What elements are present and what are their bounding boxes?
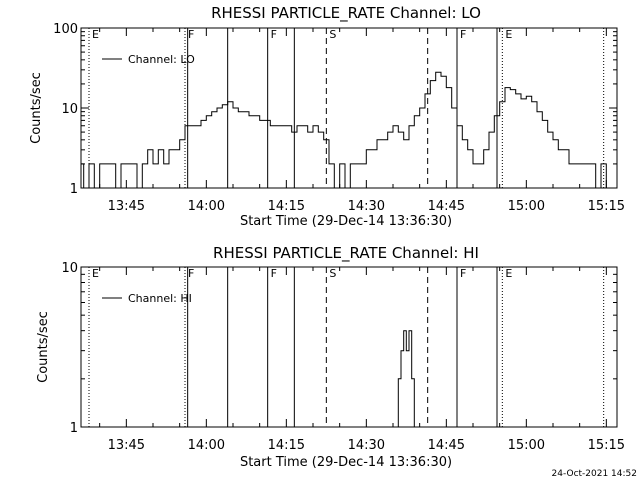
y-tick-label-lo: 10 xyxy=(61,102,78,117)
event-marker-label-hi: F xyxy=(460,267,466,280)
event-marker-label-lo: E xyxy=(92,28,99,41)
y-ticks-lo: 1 10 100 xyxy=(53,22,617,197)
series-line-lo xyxy=(81,71,609,189)
y-tick-label-lo: 100 xyxy=(53,22,78,37)
x-tick-label-lo: 14:45 xyxy=(428,199,465,214)
x-axis-label-hi: Start Time (29-Dec-14 13:36:30) xyxy=(240,455,452,470)
y-tick-label-lo: 1 xyxy=(70,182,78,197)
x-axis-label-lo: Start Time (29-Dec-14 13:36:30) xyxy=(240,214,452,229)
event-marker-label-hi: F xyxy=(188,267,194,280)
event-marker-label-lo: S xyxy=(329,28,336,41)
event-marker-label-hi: S xyxy=(329,267,336,280)
x-tick-label-lo: 14:15 xyxy=(268,199,305,214)
legend-entry-hi: Channel: HI xyxy=(128,292,192,305)
x-tick-label-hi: 14:15 xyxy=(268,438,305,453)
y-tick-label-hi: 1 xyxy=(70,421,78,436)
x-tick-label-hi: 14:00 xyxy=(188,438,225,453)
x-ticks-lo: 13:45 14:00 14:15 14:30 14:45 15:00 15:15 xyxy=(99,28,625,214)
x-tick-label-lo: 14:00 xyxy=(188,199,225,214)
y-axis-label-hi: Counts/sec xyxy=(36,311,51,383)
y-ticks-hi: 1 10 xyxy=(61,261,617,436)
event-marker-label-lo: F xyxy=(460,28,466,41)
y-axis-label-lo: Counts/sec xyxy=(29,72,44,144)
x-tick-label-hi: 15:15 xyxy=(588,438,625,453)
event-marker-label-hi: E xyxy=(505,267,512,280)
event-marker-label-hi: F xyxy=(271,267,277,280)
x-tick-label-hi: 14:30 xyxy=(348,438,385,453)
x-tick-label-hi: 15:00 xyxy=(508,438,545,453)
legend-lo: Channel: LO xyxy=(102,53,195,66)
x-tick-label-lo: 13:45 xyxy=(108,199,145,214)
event-marker-label-lo: F xyxy=(188,28,194,41)
plot-frame-hi xyxy=(80,266,618,428)
series-line-hi xyxy=(395,330,419,428)
x-tick-label-hi: 13:45 xyxy=(108,438,145,453)
panel-lo: RHESSI PARTICLE_RATE Channel: LO 110100 … xyxy=(29,4,625,229)
event-marker-label-lo: E xyxy=(505,28,512,41)
panel-hi: RHESSI PARTICLE_RATE Channel: HI 1 10 13:… xyxy=(36,244,625,470)
x-tick-label-hi: 14:45 xyxy=(428,438,465,453)
x-tick-label-lo: 14:30 xyxy=(348,199,385,214)
x-tick-label-lo: 15:00 xyxy=(508,199,545,214)
legend-hi: Channel: HI xyxy=(102,292,192,305)
chart-title-hi: RHESSI PARTICLE_RATE Channel: HI xyxy=(213,244,479,263)
x-tick-label-lo: 15:15 xyxy=(588,199,625,214)
timestamp: 24-Oct-2021 14:52 xyxy=(552,469,637,479)
chart-title-lo: RHESSI PARTICLE_RATE Channel: LO xyxy=(211,4,481,23)
y-tick-label-hi: 10 xyxy=(61,261,78,276)
x-ticks-hi: 13:45 14:00 14:15 14:30 14:45 15:00 15:15 xyxy=(99,267,625,453)
legend-entry-lo: Channel: LO xyxy=(128,53,195,66)
event-marker-label-hi: E xyxy=(92,267,99,280)
event-marker-label-lo: F xyxy=(271,28,277,41)
